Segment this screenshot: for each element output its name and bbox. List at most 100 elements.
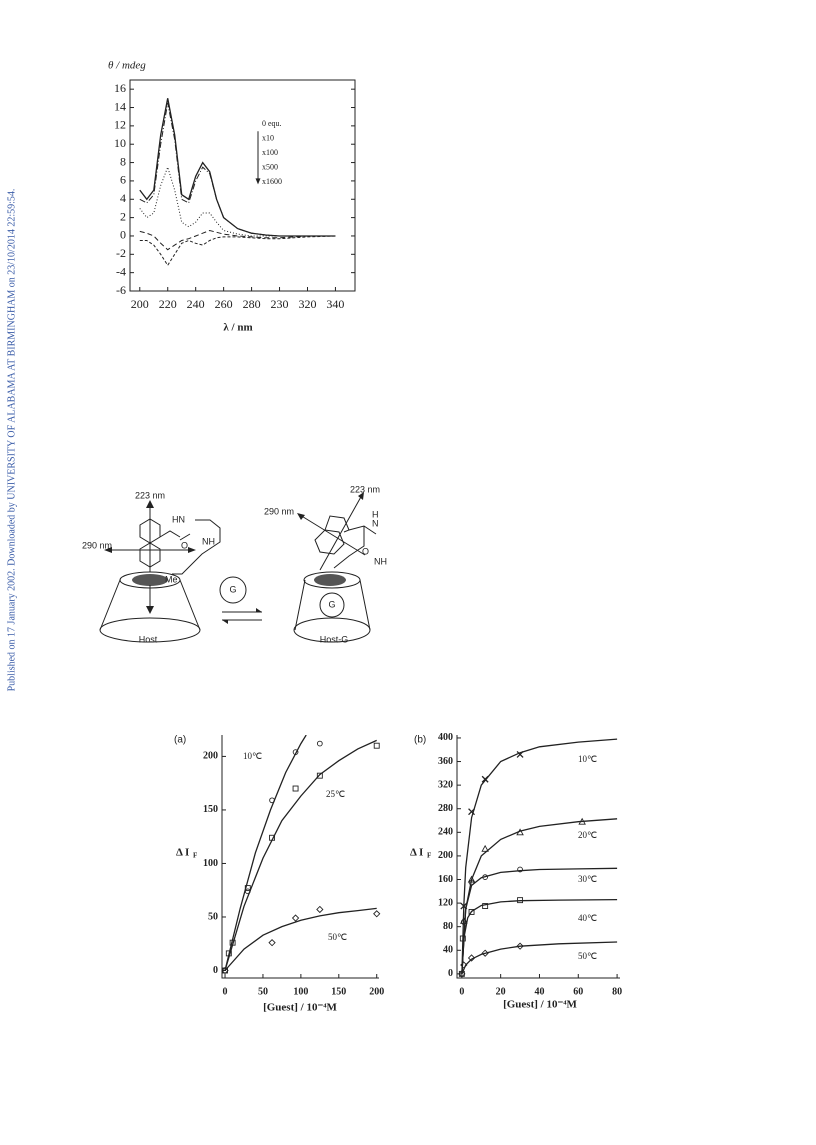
- y-axis-label: Δ I: [176, 847, 189, 859]
- diagram: 223 nm 290 nm HN O NH Me Host G G 223 nm…: [82, 484, 387, 644]
- label: G: [229, 584, 236, 594]
- guest: [319, 592, 345, 618]
- point: [467, 954, 476, 962]
- x-tick-label: 100: [293, 986, 308, 997]
- x-tick-label: 200: [131, 297, 149, 311]
- y-tick-label: 8: [120, 154, 126, 168]
- curve-label: 10℃: [243, 751, 262, 761]
- spectrum-line: [139, 229, 336, 251]
- curve-label: 30℃: [578, 874, 597, 884]
- point: [482, 903, 489, 909]
- y-tick-label: 50: [208, 911, 218, 922]
- point: [221, 966, 229, 975]
- y-tick-label: 14: [114, 99, 126, 113]
- spectrum-line: [139, 98, 336, 237]
- point: [316, 772, 323, 779]
- curve-label: 40℃: [578, 913, 597, 923]
- y-tick-label: 16: [114, 81, 126, 95]
- chart: -6 -4 -2 0 2 4 6 8 10 12 14 16 200 220 240 260 280 230 320…: [108, 60, 356, 334]
- label: N: [372, 518, 379, 528]
- fit-curve: [461, 898, 618, 974]
- x-tick-label: 220: [159, 297, 177, 311]
- point: [467, 875, 476, 883]
- y-axis-label-sub: F: [193, 852, 197, 860]
- guest: [219, 576, 247, 604]
- x-tick-label: 260: [215, 297, 233, 311]
- transition-arrows: [110, 505, 190, 610]
- host-structure: [139, 518, 221, 575]
- legend-arrow-head: [255, 178, 261, 185]
- cone: [294, 579, 371, 631]
- chart: 0 40 80 120 160 200 240 280 320 360 400 0 20 40 60 80 Δ …: [410, 732, 622, 1010]
- legend-entry: x100: [262, 148, 278, 157]
- equilibrium: [222, 611, 262, 621]
- point: [481, 775, 489, 783]
- point: [292, 785, 299, 792]
- x-tick-label: 80: [612, 986, 622, 997]
- cone-bottom: [99, 617, 201, 643]
- point: [516, 828, 524, 836]
- sidebar-note: Published on 17 January 2002. Downloaded…: [6, 189, 17, 692]
- caption: Host-G: [320, 634, 349, 644]
- label: HN: [172, 514, 185, 524]
- legend-entry: 0 equ.: [262, 119, 282, 128]
- y-axis-label: θ / mdeg: [108, 60, 146, 72]
- label: 223 nm: [350, 484, 380, 494]
- x-axis-label: [Guest] / 10⁻⁴M: [263, 1002, 337, 1014]
- point: [517, 866, 523, 873]
- point: [468, 808, 476, 816]
- cone-bottom: [293, 617, 371, 643]
- y-tick-label: 200: [438, 850, 453, 861]
- y-axis-label: Δ I: [410, 847, 423, 859]
- x-tick-label: 320: [298, 297, 316, 311]
- label: Me: [165, 574, 178, 584]
- point: [225, 950, 232, 957]
- x-tick-label: 280: [243, 297, 261, 311]
- point: [578, 817, 586, 825]
- label: NH: [202, 536, 215, 546]
- spectrum-line: [139, 102, 336, 237]
- y-tick-label: 150: [203, 804, 218, 815]
- point: [481, 844, 489, 852]
- point: [292, 749, 299, 755]
- point: [460, 919, 467, 925]
- y-tick-label: 320: [438, 779, 453, 790]
- plot-frame: [129, 79, 356, 292]
- y-tick-label: 100: [203, 858, 218, 869]
- panel-label: (b): [414, 735, 426, 746]
- y-tick-label: -6: [116, 283, 126, 297]
- label: NH: [374, 556, 387, 566]
- y-tick-label: 120: [438, 897, 453, 908]
- x-tick-label: 40: [534, 986, 544, 997]
- axes: [456, 735, 620, 979]
- point: [517, 897, 524, 904]
- x-tick-label: 0: [223, 986, 228, 997]
- x-tick-label: 0: [459, 986, 464, 997]
- y-tick-label: -2: [116, 246, 126, 260]
- label: 290 nm: [264, 506, 294, 516]
- y-tick-label: 10: [114, 136, 126, 150]
- point: [373, 742, 380, 749]
- fit-curve: [461, 738, 618, 974]
- point: [229, 939, 236, 946]
- x-tick-label: 50: [258, 986, 268, 997]
- fit-curve: [461, 867, 618, 974]
- point: [468, 908, 475, 915]
- curve-label: 50℃: [328, 932, 347, 942]
- x-tick-label: 340: [326, 297, 344, 311]
- panel-label: (a): [174, 735, 186, 746]
- label: 223 nm: [135, 490, 165, 500]
- x-axis-label: λ / nm: [223, 322, 252, 334]
- curve-label: 10℃: [578, 754, 597, 764]
- y-tick-label: 80: [443, 921, 453, 932]
- y-tick-label: 280: [438, 803, 453, 814]
- curve-label: 50℃: [578, 951, 597, 961]
- point: [459, 935, 466, 942]
- y-axis-label-sub: F: [427, 852, 431, 860]
- cone: [99, 579, 201, 631]
- cone-top: [303, 571, 361, 589]
- x-tick-label: 240: [187, 297, 205, 311]
- x-tick-label: 150: [331, 986, 346, 997]
